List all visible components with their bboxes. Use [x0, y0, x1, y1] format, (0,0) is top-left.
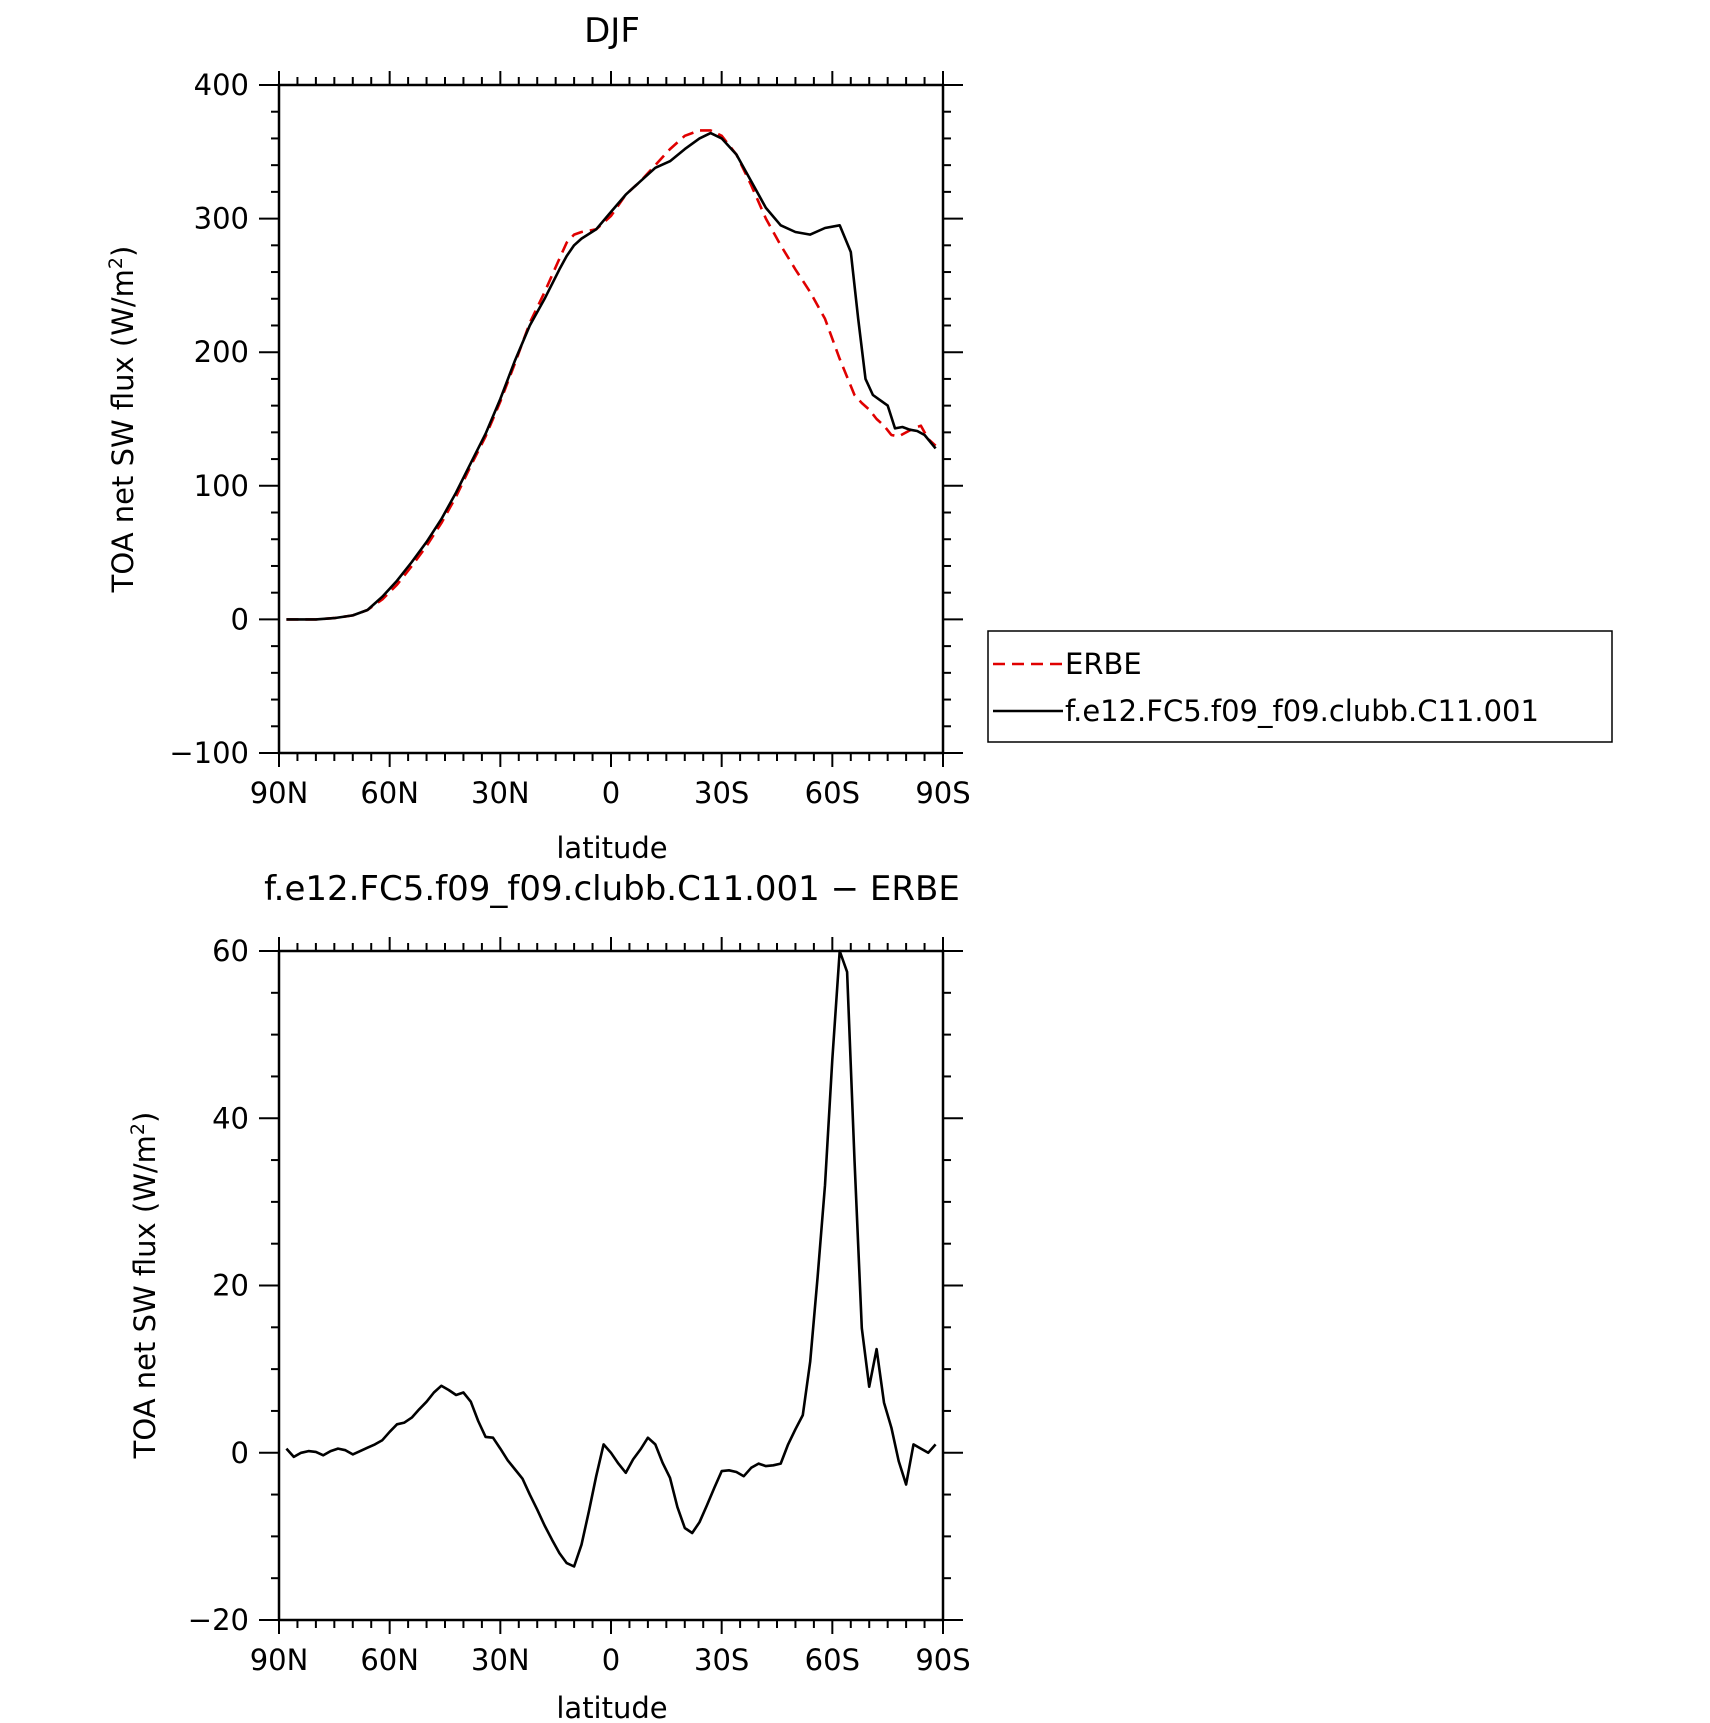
top-x-tick-label: 90S	[915, 776, 970, 810]
bottom-x-axis-label: latitude	[556, 1691, 667, 1723]
bottom-y-tick-label: 60	[212, 934, 249, 968]
top-x-tick-labels: 90N 60N 30N 0 30S 60S 90S	[250, 776, 971, 810]
bottom-y-tick-labels: −20 0 20 40 60	[188, 934, 249, 1637]
bottom-panel: f.e12.FC5.f09_f09.clubb.C11.001 − ERBE −…	[127, 869, 971, 1723]
top-x-tick-label: 0	[602, 776, 620, 810]
top-y-tick-label: 200	[194, 335, 249, 369]
bottom-x-tick-label: 90S	[915, 1643, 970, 1677]
top-x-axis-label: latitude	[556, 831, 667, 865]
bottom-x-tick-label: 30N	[471, 1643, 530, 1677]
top-axis-ticks	[259, 71, 963, 767]
bottom-y-tick-label: 20	[212, 1269, 249, 1303]
top-y-tick-label: −100	[169, 736, 249, 770]
top-series-line-1	[286, 131, 937, 621]
bottom-x-tick-label: 30S	[694, 1643, 749, 1677]
top-y-tick-label: 0	[231, 602, 249, 636]
top-x-tick-label: 60S	[805, 776, 860, 810]
top-plot-frame	[277, 83, 945, 755]
legend: ERBE f.e12.FC5.f09_f09.clubb.C11.001	[987, 630, 1613, 743]
top-y-tick-label: 300	[194, 202, 249, 236]
top-series-lines	[286, 129, 937, 621]
legend-erbe-label: ERBE	[1065, 647, 1142, 681]
bottom-x-tick-label: 90N	[250, 1643, 309, 1677]
bottom-y-tick-label: 40	[212, 1101, 249, 1135]
legend-model-label: f.e12.FC5.f09_f09.clubb.C11.001	[1065, 694, 1539, 728]
top-y-tick-label: 400	[194, 68, 249, 102]
bottom-x-tick-label: 0	[602, 1643, 620, 1677]
legend-box	[987, 630, 1613, 743]
top-series-line-0	[286, 129, 937, 621]
bottom-y-tick-label: −20	[188, 1603, 249, 1637]
bottom-x-tick-label: 60N	[360, 1643, 419, 1677]
bottom-y-tick-label: 0	[231, 1436, 249, 1470]
bottom-series-line-0	[285, 949, 937, 1568]
bottom-axis-ticks	[259, 937, 963, 1634]
top-panel-title: DJF	[584, 11, 640, 51]
bottom-x-tick-label: 60S	[805, 1643, 860, 1677]
bottom-series-lines	[285, 949, 937, 1568]
bottom-y-axis-label: TOA net SW flux (W/m2)	[127, 1112, 162, 1460]
top-x-tick-label: 30S	[694, 776, 749, 810]
top-y-tick-label: 100	[194, 469, 249, 503]
top-y-tick-labels: −100 0 100 200 300 400	[169, 68, 249, 770]
top-x-tick-label: 60N	[360, 776, 419, 810]
top-x-tick-label: 90N	[250, 776, 309, 810]
top-x-tick-label: 30N	[471, 776, 530, 810]
bottom-plot-frame	[277, 949, 945, 1622]
bottom-x-tick-labels: 90N 60N 30N 0 30S 60S 90S	[250, 1643, 971, 1677]
bottom-panel-title: f.e12.FC5.f09_f09.clubb.C11.001 − ERBE	[264, 869, 960, 909]
top-y-axis-label: TOA net SW flux (W/m2)	[105, 246, 140, 594]
